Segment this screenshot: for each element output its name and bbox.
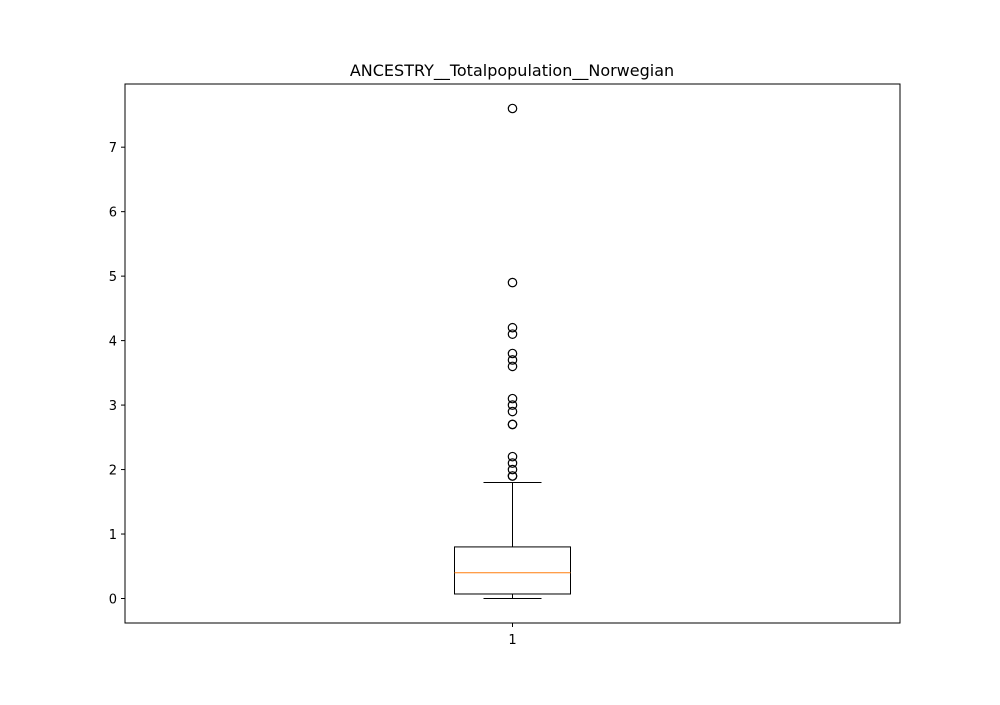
outlier-point: [507, 361, 518, 372]
interquartile-box: [454, 546, 571, 595]
y-tick-label: 1: [109, 528, 117, 543]
y-tick-label: 2: [109, 464, 117, 479]
y-tick-label: 5: [109, 270, 117, 285]
outlier-point: [507, 322, 518, 333]
outlier-point: [507, 464, 518, 475]
outlier-point: [507, 400, 518, 410]
outlier-point: [507, 406, 518, 417]
outlier-point: [507, 393, 518, 404]
y-axis: 0 1 2 3 4 5 6 7: [109, 141, 125, 608]
outlier-point: [507, 419, 518, 430]
outlier-point: [507, 471, 518, 481]
outlier-point: [507, 451, 518, 462]
outlier-point: [507, 329, 518, 339]
y-tick-label: 4: [109, 335, 117, 350]
outlier-point: [507, 103, 518, 114]
y-tick-label: 6: [109, 206, 117, 221]
chart-title: ANCESTRY__Totalpopulation__Norwegian: [350, 61, 674, 81]
x-axis: 1: [508, 623, 517, 648]
y-tick-label: 0: [109, 593, 117, 608]
y-tick-label: 7: [109, 141, 117, 156]
y-tick-label: 3: [109, 399, 117, 414]
outlier-point: [507, 355, 518, 365]
x-tick-label: 1: [508, 633, 516, 648]
outlier-point: [507, 348, 518, 359]
box-series: [454, 103, 571, 599]
outlier-point: [507, 277, 518, 288]
outlier-point: [507, 458, 518, 468]
